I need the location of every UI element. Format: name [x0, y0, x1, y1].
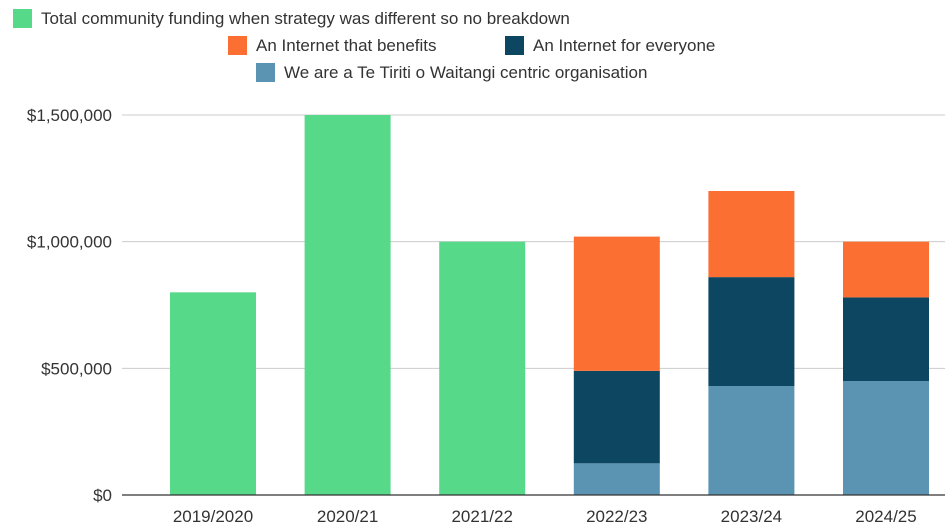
legend-swatch [505, 36, 524, 55]
x-tick-label: 2022/23 [586, 507, 647, 526]
bar-segment [708, 191, 795, 278]
bar-segment [304, 115, 391, 495]
bar-segment [573, 370, 660, 464]
bar-segment [170, 292, 256, 495]
bar-segment [573, 463, 660, 495]
y-tick-label: $0 [93, 486, 112, 505]
legend-label: An Internet that benefits [256, 36, 437, 55]
bar-segment [843, 381, 929, 495]
legend-swatch [13, 9, 32, 28]
y-tick-label: $500,000 [41, 359, 112, 378]
legend-label: We are a Te Tiriti o Waitangi centric or… [284, 63, 647, 82]
bar-segment [573, 236, 660, 371]
legend-label: Total community funding when strategy wa… [41, 9, 570, 28]
bar-segment [843, 241, 929, 298]
gridlines [122, 114, 945, 369]
bars [170, 115, 929, 495]
axes: $0 $500,000 $1,000,000 $1,500,000 2019/2020 2… [27, 106, 945, 526]
x-tick-label: 2023/24 [721, 507, 782, 526]
x-tick-label: 2024/25 [855, 507, 916, 526]
bar-segment [708, 277, 795, 387]
bar-segment [439, 241, 526, 495]
legend-label: An Internet for everyone [533, 36, 715, 55]
legend: Total community funding when strategy wa… [13, 9, 715, 82]
x-tick-label: 2021/22 [451, 507, 512, 526]
bar-segment [708, 386, 795, 495]
legend-swatch [228, 36, 247, 55]
y-tick-label: $1,500,000 [27, 106, 112, 125]
x-tick-label: 2019/2020 [173, 507, 253, 526]
legend-swatch [256, 63, 275, 82]
y-tick-label: $1,000,000 [27, 233, 112, 252]
x-tick-label: 2020/21 [317, 507, 378, 526]
bar-segment [843, 297, 929, 381]
